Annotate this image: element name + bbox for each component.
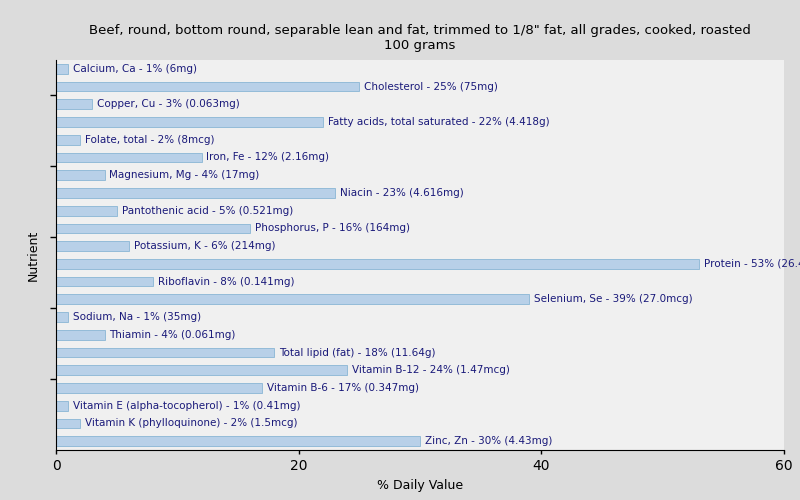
Text: Protein - 53% (26.41g): Protein - 53% (26.41g) <box>704 259 800 269</box>
Bar <box>56 224 250 234</box>
Bar <box>56 436 420 446</box>
Text: Vitamin B-12 - 24% (1.47mcg): Vitamin B-12 - 24% (1.47mcg) <box>352 365 510 375</box>
Text: Fatty acids, total saturated - 22% (4.418g): Fatty acids, total saturated - 22% (4.41… <box>328 117 550 127</box>
Bar <box>56 82 359 92</box>
Text: Thiamin - 4% (0.061mg): Thiamin - 4% (0.061mg) <box>110 330 236 340</box>
Title: Beef, round, bottom round, separable lean and fat, trimmed to 1/8" fat, all grad: Beef, round, bottom round, separable lea… <box>89 24 751 52</box>
Bar <box>56 117 323 127</box>
Text: Total lipid (fat) - 18% (11.64g): Total lipid (fat) - 18% (11.64g) <box>279 348 436 358</box>
Bar <box>56 100 93 109</box>
Bar <box>56 64 68 74</box>
Text: Vitamin K (phylloquinone) - 2% (1.5mcg): Vitamin K (phylloquinone) - 2% (1.5mcg) <box>85 418 298 428</box>
Text: Sodium, Na - 1% (35mg): Sodium, Na - 1% (35mg) <box>73 312 201 322</box>
Text: Zinc, Zn - 30% (4.43mg): Zinc, Zn - 30% (4.43mg) <box>425 436 552 446</box>
Text: Copper, Cu - 3% (0.063mg): Copper, Cu - 3% (0.063mg) <box>98 100 240 110</box>
X-axis label: % Daily Value: % Daily Value <box>377 478 463 492</box>
Bar <box>56 170 105 180</box>
Y-axis label: Nutrient: Nutrient <box>27 230 40 280</box>
Bar <box>56 242 129 251</box>
Bar <box>56 418 80 428</box>
Bar <box>56 135 80 144</box>
Text: Niacin - 23% (4.616mg): Niacin - 23% (4.616mg) <box>340 188 464 198</box>
Text: Riboflavin - 8% (0.141mg): Riboflavin - 8% (0.141mg) <box>158 276 294 286</box>
Text: Phosphorus, P - 16% (164mg): Phosphorus, P - 16% (164mg) <box>255 224 410 234</box>
Text: Magnesium, Mg - 4% (17mg): Magnesium, Mg - 4% (17mg) <box>110 170 260 180</box>
Bar <box>56 312 68 322</box>
Text: Potassium, K - 6% (214mg): Potassium, K - 6% (214mg) <box>134 241 275 251</box>
Bar <box>56 259 699 268</box>
Bar <box>56 152 202 162</box>
Bar <box>56 383 262 393</box>
Text: Calcium, Ca - 1% (6mg): Calcium, Ca - 1% (6mg) <box>73 64 197 74</box>
Bar <box>56 348 274 358</box>
Bar <box>56 401 68 410</box>
Text: Pantothenic acid - 5% (0.521mg): Pantothenic acid - 5% (0.521mg) <box>122 206 293 216</box>
Text: Selenium, Se - 39% (27.0mcg): Selenium, Se - 39% (27.0mcg) <box>534 294 693 304</box>
Bar <box>56 330 105 340</box>
Text: Folate, total - 2% (8mcg): Folate, total - 2% (8mcg) <box>85 135 214 145</box>
Bar <box>56 366 347 375</box>
Text: Iron, Fe - 12% (2.16mg): Iron, Fe - 12% (2.16mg) <box>206 152 330 162</box>
Text: Vitamin B-6 - 17% (0.347mg): Vitamin B-6 - 17% (0.347mg) <box>267 383 419 393</box>
Bar <box>56 188 335 198</box>
Text: Cholesterol - 25% (75mg): Cholesterol - 25% (75mg) <box>364 82 498 92</box>
Bar <box>56 206 117 216</box>
Bar <box>56 276 153 286</box>
Bar <box>56 294 530 304</box>
Text: Vitamin E (alpha-tocopherol) - 1% (0.41mg): Vitamin E (alpha-tocopherol) - 1% (0.41m… <box>73 400 301 410</box>
